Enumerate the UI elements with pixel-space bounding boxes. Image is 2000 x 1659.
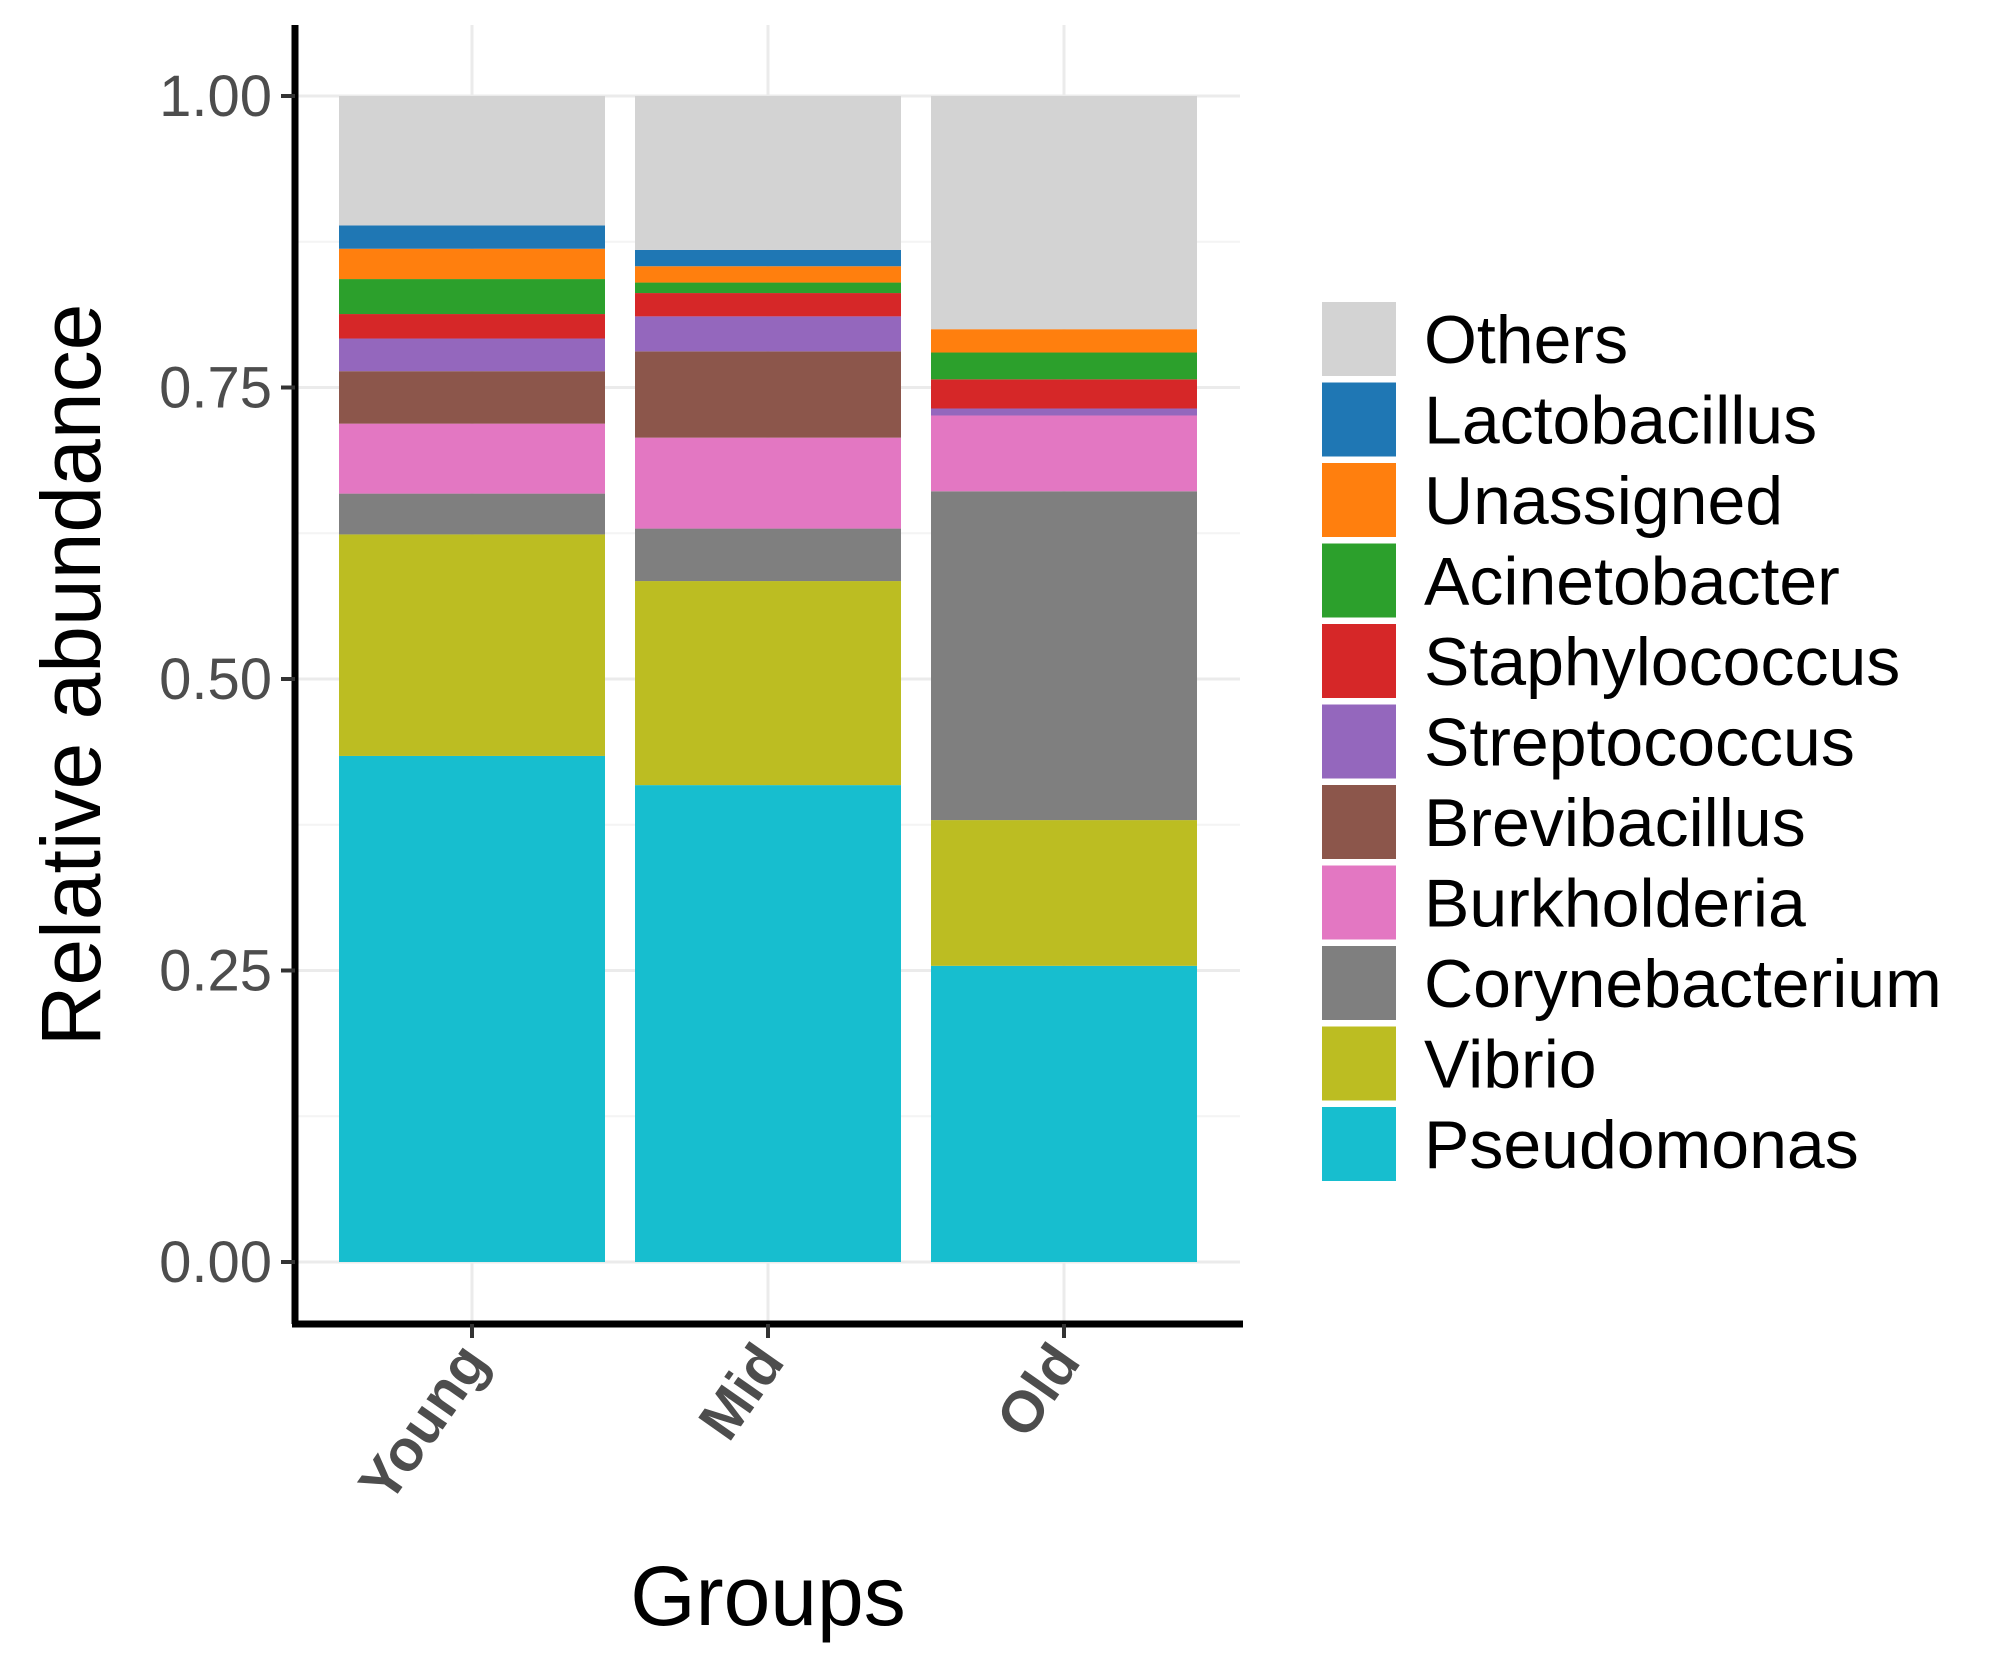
legend: OthersLactobacillusUnassignedAcinetobact…	[1322, 302, 1942, 1183]
bar-segment-brevibacillus-mid	[635, 351, 901, 438]
legend-key-vibrio	[1322, 1026, 1396, 1101]
legend-label-staphylococcus: Staphylococcus	[1424, 624, 1900, 700]
bar-segment-corynebacterium-old	[931, 491, 1197, 821]
x-tick-label-old: Old	[984, 1332, 1093, 1448]
legend-label-others: Others	[1424, 302, 1628, 378]
bar-segment-vibrio-mid	[635, 581, 901, 786]
legend-key-staphylococcus	[1322, 624, 1396, 698]
legend-key-pseudomonas	[1322, 1107, 1396, 1181]
bar-segment-vibrio-old	[931, 820, 1197, 966]
bar-segment-staphylococcus-young	[339, 314, 605, 339]
legend-label-brevibacillus: Brevibacillus	[1424, 785, 1806, 861]
y-tick-label: 0.75	[159, 356, 272, 421]
legend-key-burkholderia	[1322, 865, 1396, 940]
bar-segment-burkholderia-young	[339, 423, 605, 494]
y-axis-title: Relative abundance	[24, 304, 118, 1047]
legend-label-streptococcus: Streptococcus	[1424, 705, 1855, 781]
bar-segment-others-mid	[635, 96, 901, 250]
bar-segment-pseudomonas-mid	[635, 785, 901, 1262]
bars	[339, 96, 1197, 1262]
legend-key-others	[1322, 302, 1396, 376]
legend-key-lactobacillus	[1322, 382, 1396, 457]
bar-segment-vibrio-young	[339, 534, 605, 756]
bar-segment-corynebacterium-mid	[635, 528, 901, 582]
bar-segment-burkholderia-old	[931, 415, 1197, 492]
x-tick-label-mid: Mid	[686, 1332, 797, 1451]
legend-key-unassigned	[1322, 463, 1396, 537]
y-ticks: 0.00 0.25 0.50 0.75 1.00	[159, 64, 295, 1295]
bar-segment-lactobacillus-mid	[635, 249, 901, 267]
bar-segment-unassigned-mid	[635, 266, 901, 283]
legend-key-acinetobacter	[1322, 543, 1396, 618]
bar-segment-acinetobacter-young	[339, 279, 605, 315]
bar-segment-brevibacillus-young	[339, 371, 605, 424]
bar-segment-acinetobacter-old	[931, 352, 1197, 380]
x-ticks: Young Mid Old	[346, 1324, 1093, 1514]
bar-segment-pseudomonas-old	[931, 965, 1197, 1262]
bar-segment-staphylococcus-old	[931, 379, 1197, 409]
y-tick-label: 0.50	[159, 647, 272, 712]
legend-label-acinetobacter: Acinetobacter	[1424, 544, 1840, 620]
bar-segment-streptococcus-old	[931, 408, 1197, 416]
legend-key-brevibacillus	[1322, 785, 1396, 859]
bar-segment-lactobacillus-young	[339, 225, 605, 249]
bar-segment-streptococcus-mid	[635, 316, 901, 352]
bar-segment-staphylococcus-mid	[635, 293, 901, 317]
y-tick-label: 0.25	[159, 939, 272, 1004]
bar-segment-pseudomonas-young	[339, 755, 605, 1262]
legend-label-vibrio: Vibrio	[1424, 1027, 1597, 1103]
bar-segment-others-old	[931, 96, 1197, 330]
legend-label-pseudomonas: Pseudomonas	[1424, 1107, 1859, 1183]
bar-segment-burkholderia-mid	[635, 437, 901, 529]
x-tick-label-young: Young	[346, 1332, 500, 1514]
legend-label-unassigned: Unassigned	[1424, 463, 1783, 539]
legend-label-lactobacillus: Lactobacillus	[1424, 383, 1817, 459]
bar-segment-unassigned-young	[339, 248, 605, 280]
legend-label-burkholderia: Burkholderia	[1424, 866, 1806, 942]
bar-segment-acinetobacter-mid	[635, 282, 901, 294]
legend-key-corynebacterium	[1322, 946, 1396, 1020]
bar-segment-streptococcus-young	[339, 338, 605, 372]
bar-segment-corynebacterium-young	[339, 493, 605, 535]
y-tick-label: 0.00	[159, 1230, 272, 1295]
bar-segment-unassigned-old	[931, 329, 1197, 353]
bar-segment-others-young	[339, 96, 605, 226]
legend-key-streptococcus	[1322, 704, 1396, 779]
legend-label-corynebacterium: Corynebacterium	[1424, 946, 1942, 1022]
x-axis-title: Groups	[630, 1549, 905, 1643]
y-tick-label: 1.00	[159, 64, 272, 129]
